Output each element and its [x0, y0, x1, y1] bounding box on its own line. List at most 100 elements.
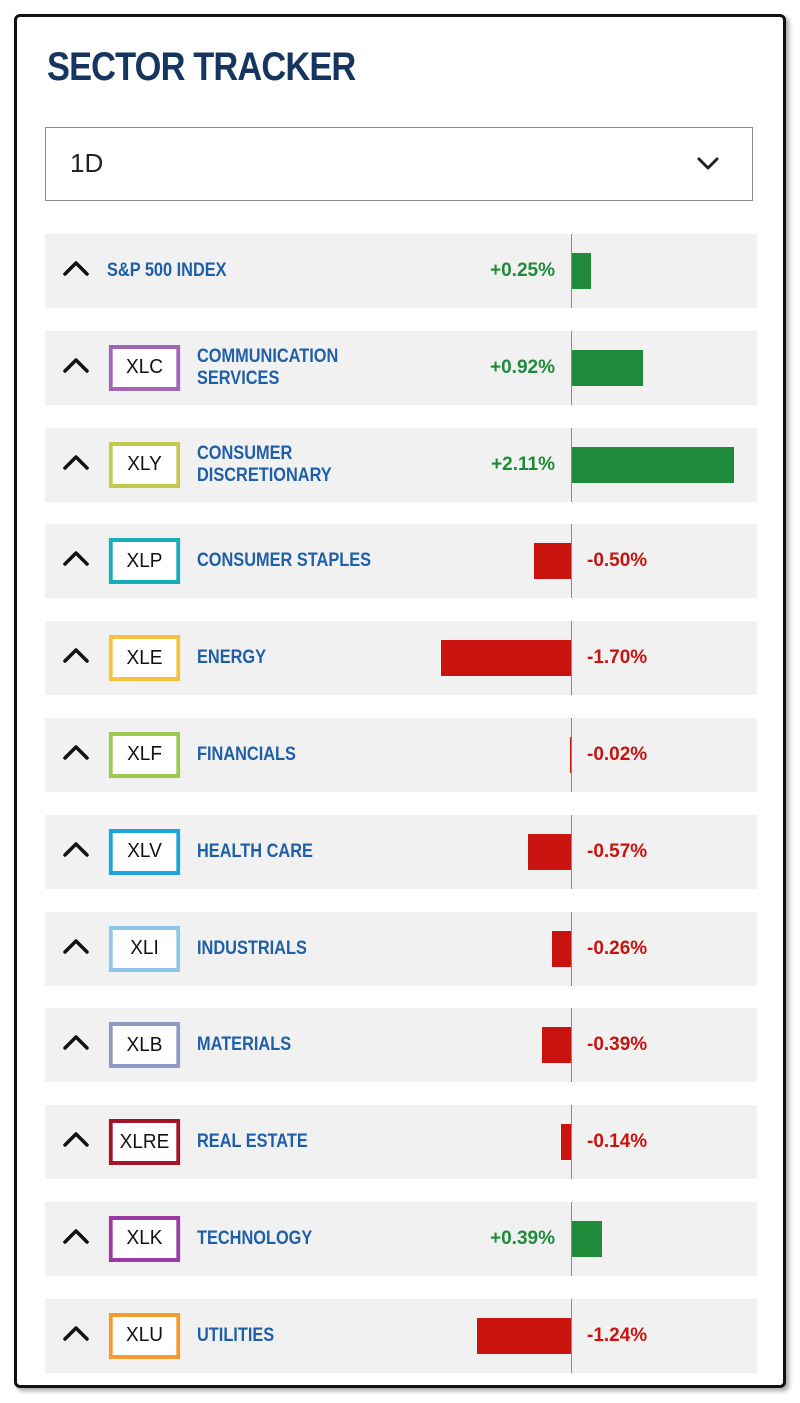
chevron-up-icon[interactable]: [61, 256, 91, 280]
period-dropdown-value: 1D: [70, 148, 104, 178]
sector-row-xlu[interactable]: XLU UTILITIES -1.24%: [45, 1298, 757, 1373]
sector-row-xlp[interactable]: XLP CONSUMER STAPLES -0.50%: [45, 524, 757, 599]
chevron-up-icon[interactable]: [61, 1321, 91, 1345]
ticker-badge: XLF: [108, 731, 181, 778]
chevron-up-icon[interactable]: [61, 1030, 91, 1054]
sector-row-xlk[interactable]: XLK TECHNOLOGY +0.39%: [45, 1201, 757, 1276]
performance-bar: [528, 833, 572, 870]
sector-name: COMMUNICATION SERVICES: [197, 331, 457, 405]
percent-change: -0.26%: [587, 937, 648, 959]
sector-name: TECHNOLOGY: [197, 1202, 457, 1276]
zero-axis-line: [571, 1008, 572, 1083]
zero-axis-line: [571, 330, 572, 405]
sector-name: REAL ESTATE: [197, 1105, 457, 1179]
performance-bar: [441, 640, 572, 677]
sector-name-line: INDUSTRIALS: [197, 937, 307, 959]
sector-name-line: DISCRETIONARY: [197, 464, 332, 486]
performance-bar: [572, 1220, 602, 1257]
sector-row-xlc[interactable]: XLC COMMUNICATION SERVICES +0.92%: [45, 330, 757, 405]
sector-name-line: SERVICES: [197, 367, 280, 389]
ticker-badge: XLK: [108, 1215, 181, 1262]
chevron-up-icon[interactable]: [61, 934, 91, 958]
zero-axis-line: [571, 427, 572, 502]
percent-change: -0.39%: [587, 1034, 648, 1056]
ticker-badge: XLRE: [108, 1119, 181, 1166]
ticker-badge: XLV: [108, 828, 181, 875]
sector-name: UTILITIES: [197, 1299, 457, 1373]
performance-bar: [542, 1027, 572, 1064]
sector-name: INDUSTRIALS: [197, 912, 457, 986]
chevron-up-icon[interactable]: [61, 643, 91, 667]
period-dropdown[interactable]: 1D: [45, 127, 753, 201]
zero-axis-line: [571, 911, 572, 986]
sector-row-xlv[interactable]: XLV HEALTH CARE -0.57%: [45, 814, 757, 889]
percent-change: +2.11%: [491, 453, 555, 475]
chevron-up-icon[interactable]: [61, 1127, 91, 1151]
zero-axis-line: [571, 814, 572, 889]
percent-change: -0.14%: [587, 1131, 648, 1153]
percent-change: -1.24%: [587, 1324, 648, 1346]
percent-change: +0.25%: [490, 260, 555, 281]
ticker-badge: XLI: [108, 925, 181, 972]
sector-name-line: CONSUMER STAPLES: [197, 550, 372, 572]
performance-bar: [477, 1317, 572, 1354]
page-title: SECTOR TRACKER: [47, 45, 356, 89]
chevron-up-icon[interactable]: [61, 546, 91, 570]
zero-axis-line: [571, 1105, 572, 1180]
sector-tracker-panel: SECTOR TRACKER 1D S&P 500 INDEX +0.25% XLC…: [14, 14, 786, 1388]
sector-name-line: UTILITIES: [197, 1324, 275, 1346]
sector-name: ENERGY: [197, 621, 457, 695]
performance-bar: [572, 349, 643, 386]
sector-row-xli[interactable]: XLI INDUSTRIALS -0.26%: [45, 911, 757, 986]
sector-row-xle[interactable]: XLE ENERGY -1.70%: [45, 621, 757, 696]
sector-name-line: FINANCIALS: [197, 743, 296, 765]
chevron-up-icon[interactable]: [61, 353, 91, 377]
percent-change: +0.39%: [490, 1227, 555, 1249]
sector-name: HEALTH CARE: [197, 815, 457, 889]
ticker-badge: XLB: [108, 1022, 181, 1069]
ticker-badge: XLY: [108, 441, 181, 488]
ticker-badge: XLP: [108, 538, 181, 585]
sector-row-xlf[interactable]: XLF FINANCIALS -0.02%: [45, 717, 757, 792]
sector-name-line: CONSUMER: [197, 442, 293, 464]
zero-axis-line: [571, 717, 572, 792]
zero-axis-line: [571, 1298, 572, 1373]
performance-bar: [572, 446, 734, 483]
percent-change: -0.50%: [587, 550, 648, 572]
sector-row-xly[interactable]: XLY CONSUMER DISCRETIONARY +2.11%: [45, 427, 757, 502]
chevron-up-icon[interactable]: [61, 740, 91, 764]
ticker-badge: XLU: [108, 1312, 181, 1359]
performance-bar: [572, 253, 591, 289]
zero-axis-line: [571, 621, 572, 696]
performance-bar: [552, 930, 572, 967]
percent-change: +0.92%: [490, 356, 555, 378]
sector-name-line: COMMUNICATION: [197, 345, 339, 367]
chevron-up-icon[interactable]: [61, 837, 91, 861]
sector-row-xlb[interactable]: XLB MATERIALS -0.39%: [45, 1008, 757, 1083]
sector-name: S&P 500 INDEX: [107, 234, 367, 308]
ticker-badge: XLE: [108, 635, 181, 682]
sector-name: FINANCIALS: [197, 718, 457, 792]
zero-axis-line: [571, 234, 572, 308]
sector-name-line: S&P 500 INDEX: [107, 260, 227, 281]
sector-name-line: MATERIALS: [197, 1034, 292, 1056]
performance-bar: [534, 543, 572, 580]
chevron-down-icon: [697, 157, 719, 170]
sector-name-line: REAL ESTATE: [197, 1131, 308, 1153]
sector-list: S&P 500 INDEX +0.25% XLC COMMUNICATION SERVI…: [45, 234, 757, 1385]
sector-row-xlre[interactable]: XLRE REAL ESTATE -0.14%: [45, 1105, 757, 1180]
sector-name-line: HEALTH CARE: [197, 840, 313, 862]
sector-name-line: TECHNOLOGY: [197, 1227, 313, 1249]
zero-axis-line: [571, 524, 572, 599]
sector-name: CONSUMER DISCRETIONARY: [197, 428, 457, 502]
percent-change: -0.57%: [587, 840, 648, 862]
sector-name-line: ENERGY: [197, 647, 267, 669]
sector-name: CONSUMER STAPLES: [197, 524, 457, 598]
sector-row-sp500[interactable]: S&P 500 INDEX +0.25%: [45, 234, 757, 308]
chevron-up-icon[interactable]: [61, 1224, 91, 1248]
performance-bar: [561, 1124, 572, 1161]
chevron-up-icon[interactable]: [61, 450, 91, 474]
percent-change: -0.02%: [587, 743, 648, 765]
zero-axis-line: [571, 1201, 572, 1276]
sector-name: MATERIALS: [197, 1008, 457, 1082]
